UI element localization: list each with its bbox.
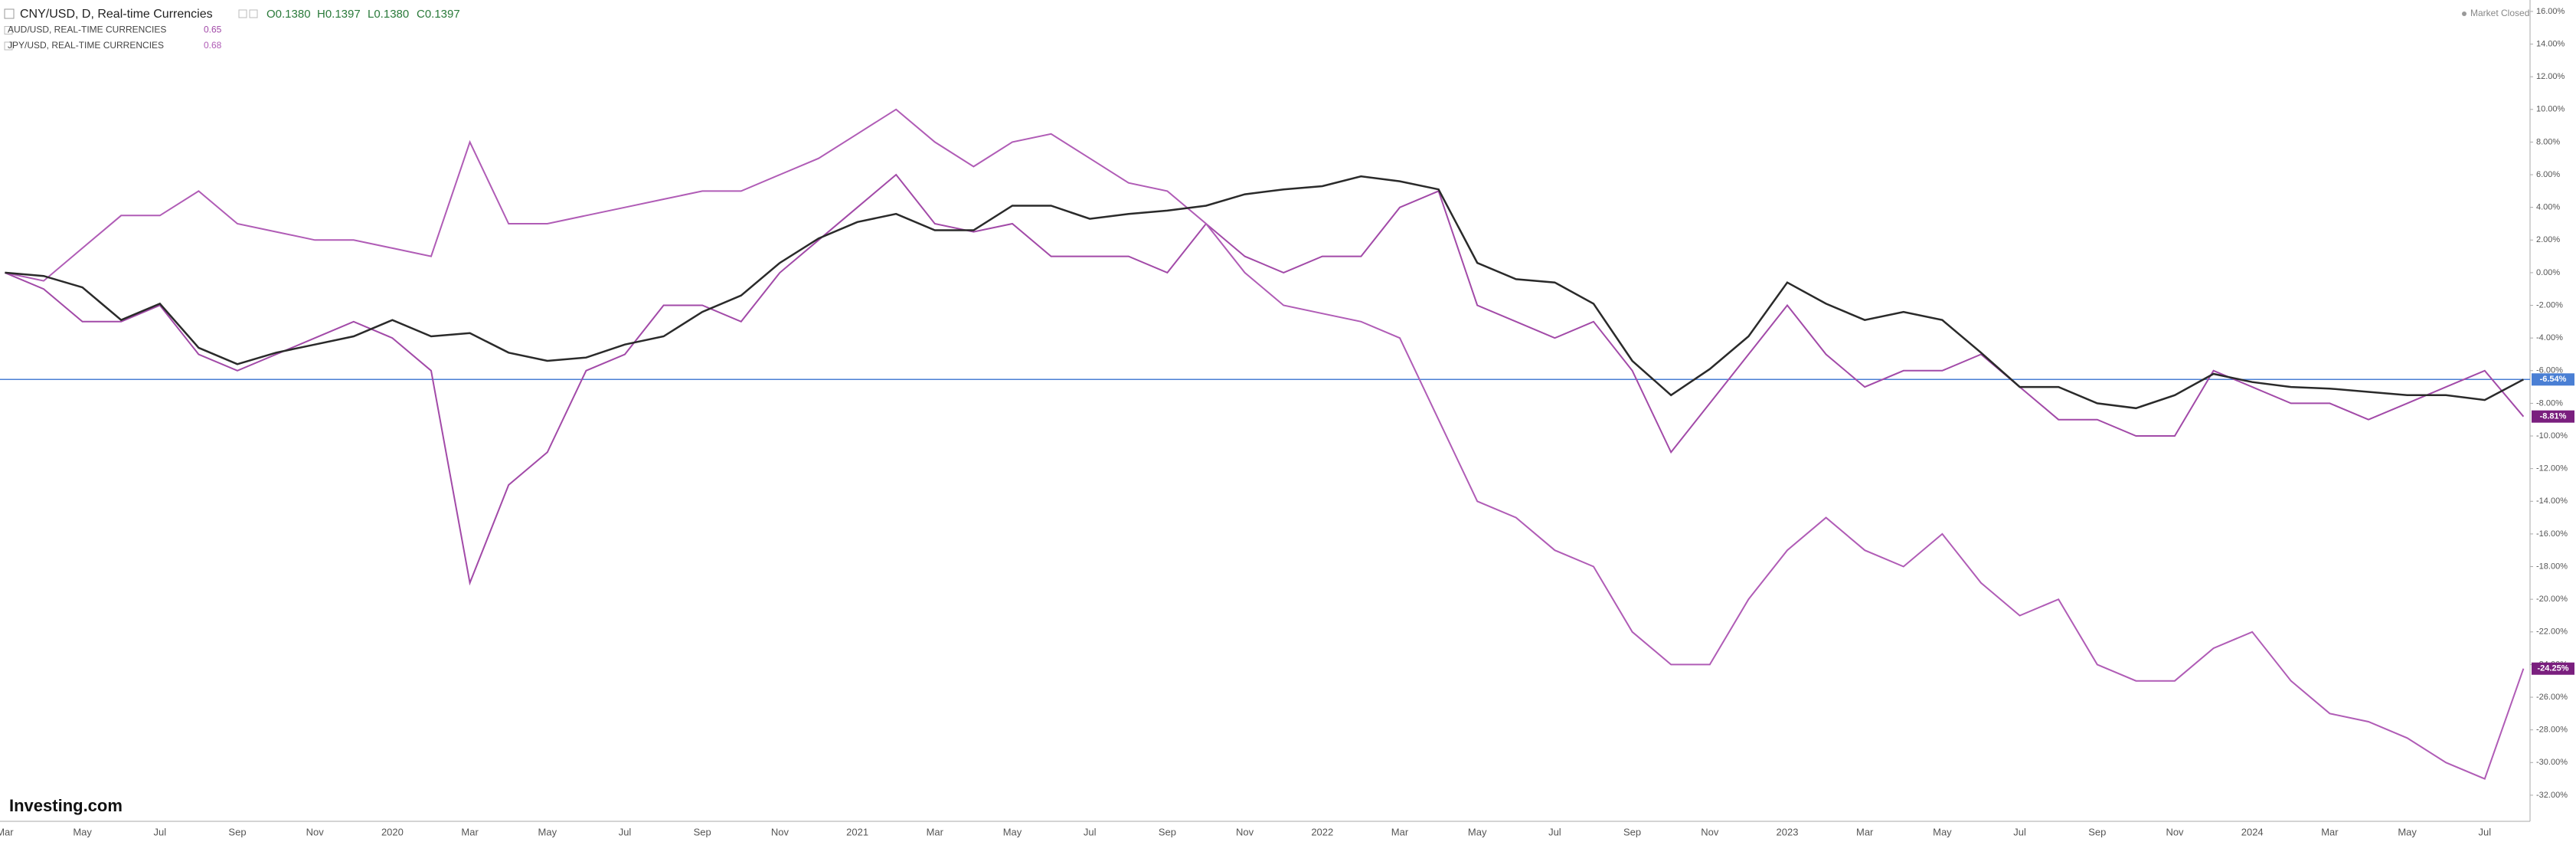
x-tick-label: Nov [306, 826, 325, 837]
x-tick-label: 2022 [1311, 826, 1333, 837]
x-tick-label: Sep [228, 826, 246, 837]
series-line [5, 175, 2524, 410]
x-tick-label: May [2398, 826, 2417, 837]
y-tick-label: -26.00% [2536, 693, 2568, 702]
x-tick-label: Jul [1548, 826, 1561, 837]
end-label-tag [2532, 410, 2574, 423]
x-tick-label: 2024 [2241, 826, 2264, 837]
series-line [5, 108, 2525, 780]
y-tick-label: -8.00% [2536, 398, 2563, 408]
x-tick-label: 2021 [846, 826, 868, 837]
legend-label: JPY/USD, REAL-TIME CURRENCIES [8, 40, 164, 51]
x-tick-label: May [1003, 826, 1022, 837]
icon[interactable] [249, 9, 258, 18]
x-tick-label: May [538, 826, 557, 837]
y-tick-label: -4.00% [2536, 333, 2563, 342]
x-tick-label: Mar [927, 826, 944, 837]
y-tick-label: 10.00% [2536, 105, 2565, 114]
collapse-icon[interactable] [4, 8, 15, 19]
status-dot [2462, 11, 2466, 16]
brand-logo: Investing.com [9, 796, 123, 815]
y-tick-label: -10.00% [2536, 431, 2568, 441]
legend-toggle [4, 41, 13, 51]
icon[interactable] [238, 9, 247, 18]
legend-toggle [4, 26, 13, 34]
x-tick-label: Sep [694, 826, 711, 837]
x-tick-label: May [1468, 826, 1487, 837]
x-tick-label: Nov [2166, 826, 2184, 837]
x-tick-label: Nov [1236, 826, 1254, 837]
x-tick-label: Jul [619, 826, 632, 837]
ohlc-close: C0.1397 [417, 8, 460, 21]
y-tick-label: -22.00% [2536, 627, 2568, 637]
y-tick-label: -12.00% [2536, 464, 2568, 473]
y-tick-label: -6.00% [2536, 366, 2563, 375]
series-line [5, 173, 2525, 586]
y-tick-label: 12.00% [2536, 72, 2565, 81]
x-tick-label: Nov [1701, 826, 1719, 837]
y-tick-label: 6.00% [2536, 170, 2560, 179]
x-tick-label: Mar [1856, 826, 1874, 837]
price-tag [2532, 373, 2574, 386]
x-tick-label: Jul [1084, 826, 1097, 837]
y-tick-label: 0.00% [2536, 268, 2560, 277]
legend-label: AUD/USD, REAL-TIME CURRENCIES [8, 25, 166, 35]
legend-value: 0.68 [204, 40, 222, 51]
y-tick-label: 16.00% [2536, 7, 2565, 16]
y-tick-label: -28.00% [2536, 726, 2568, 735]
end-label-tag [2532, 662, 2574, 675]
symbol-title: CNY/USD, D, Real-time Currencies [20, 8, 213, 21]
x-tick-label: Jul [2013, 826, 2026, 837]
y-tick-label: -30.00% [2536, 758, 2568, 767]
end-label: -24.25% [2538, 664, 2569, 673]
y-tick-label: -20.00% [2536, 595, 2568, 604]
x-tick-label: Sep [1159, 826, 1176, 837]
y-tick-label: -18.00% [2536, 562, 2568, 571]
y-tick-label: 8.00% [2536, 137, 2560, 146]
ohlc-low: L0.1380 [368, 8, 409, 21]
ohlc-open: O0.1380 [266, 8, 311, 21]
end-label: -8.81% [2540, 412, 2567, 421]
x-tick-label: Sep [2088, 826, 2106, 837]
x-tick-label: Jul [153, 826, 166, 837]
x-tick-label: 2023 [1777, 826, 1799, 837]
legend-value: 0.65 [204, 25, 222, 35]
x-tick-label: 2020 [381, 826, 404, 837]
ohlc-high: H0.1397 [317, 8, 361, 21]
y-tick-label: -2.00% [2536, 300, 2563, 310]
y-tick-label: 2.00% [2536, 235, 2560, 244]
x-tick-label: May [1933, 826, 1952, 837]
price-label: -6.54% [2540, 375, 2567, 384]
x-tick-label: May [73, 826, 92, 837]
x-tick-label: Mar [1391, 826, 1409, 837]
x-tick-label: Nov [771, 826, 789, 837]
y-tick-label: 4.00% [2536, 203, 2560, 212]
y-tick-label: 14.00% [2536, 39, 2565, 48]
y-tick-label: -32.00% [2536, 791, 2568, 800]
y-tick-label: -16.00% [2536, 529, 2568, 539]
x-tick-label: Mar [2321, 826, 2339, 837]
x-tick-label: Mar [461, 826, 479, 837]
market-status: Market Closed [2470, 8, 2529, 18]
x-tick-label: Jul [2478, 826, 2491, 837]
y-tick-label: -14.00% [2536, 496, 2568, 506]
x-tick-label: Sep [1623, 826, 1641, 837]
x-tick-label: Mar [0, 826, 14, 837]
